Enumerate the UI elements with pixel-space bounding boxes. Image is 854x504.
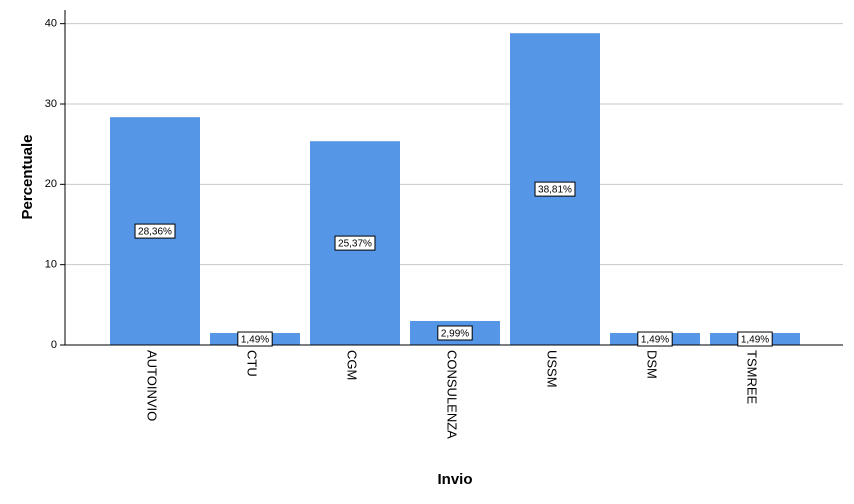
value-label-text: 2,99%	[441, 329, 469, 340]
value-label-box	[437, 325, 473, 341]
value-label-text: 1,49%	[241, 335, 269, 346]
x-tick-label: AUTOINVIO	[145, 350, 160, 421]
x-tick-label: CONSULENZA	[445, 350, 460, 439]
x-tick-label: USSM	[545, 350, 560, 388]
value-label: 1,49%	[637, 331, 673, 347]
value-label: 25,37%	[334, 235, 376, 251]
x-tick-label: TSMREE	[745, 350, 760, 405]
value-label-text: 25,37%	[338, 239, 372, 250]
value-label-box	[737, 331, 773, 347]
x-tick-label: CGM	[345, 350, 360, 380]
x-axis-title: Invio	[437, 471, 472, 488]
value-label: 1,49%	[237, 331, 273, 347]
y-tick-label: 0	[51, 339, 57, 351]
value-label-box	[334, 235, 376, 251]
value-label: 28,36%	[134, 223, 176, 239]
value-label-box	[534, 181, 576, 197]
y-tick-label: 40	[45, 18, 57, 30]
y-tick-label: 20	[45, 178, 57, 190]
y-axis-title: Percentuale	[19, 134, 36, 219]
x-tick-label: DSM	[645, 350, 660, 379]
value-label: 38,81%	[534, 181, 576, 197]
value-label-text: 38,81%	[538, 185, 572, 196]
value-label-text: 1,49%	[741, 335, 769, 346]
y-tick-label: 30	[45, 98, 57, 110]
y-tick-label: 10	[45, 259, 57, 271]
value-label-text: 1,49%	[641, 335, 669, 346]
value-label-box	[637, 331, 673, 347]
value-label-box	[134, 223, 176, 239]
x-tick-label: CTU	[245, 350, 260, 377]
value-label-text: 28,36%	[138, 227, 172, 238]
value-label: 2,99%	[437, 325, 473, 341]
value-label-box	[237, 331, 273, 347]
value-label: 1,49%	[737, 331, 773, 347]
